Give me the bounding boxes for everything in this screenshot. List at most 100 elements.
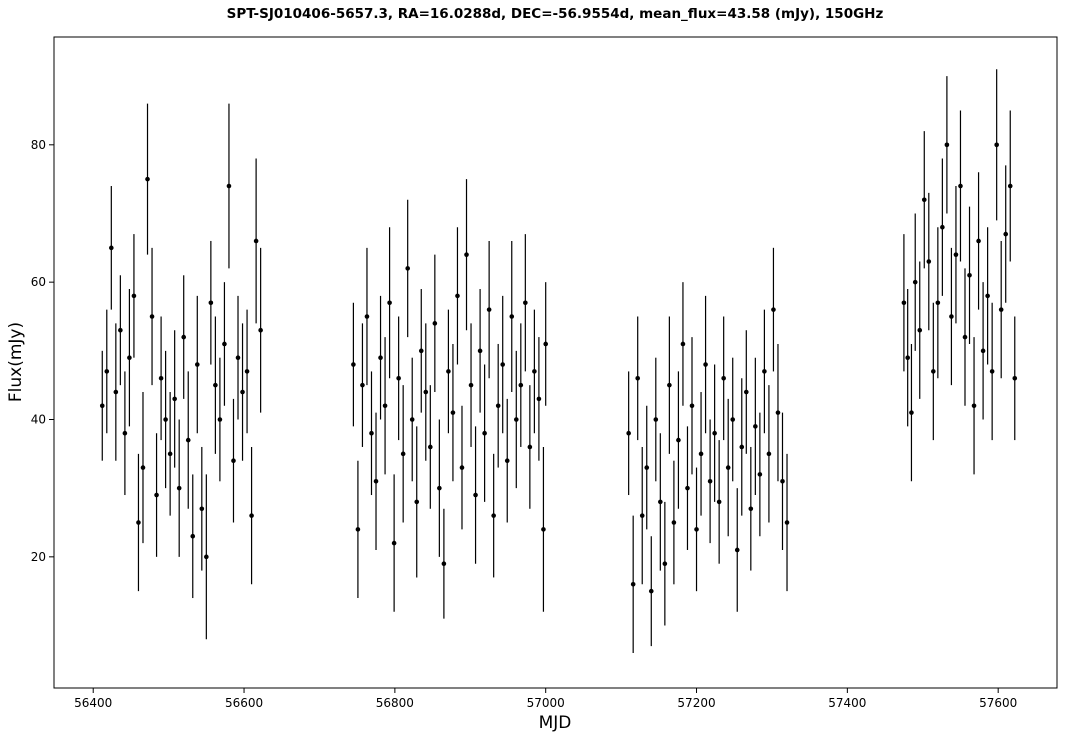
data-point bbox=[446, 369, 451, 374]
data-point bbox=[208, 300, 214, 306]
data-point bbox=[1007, 183, 1013, 189]
data-point bbox=[712, 430, 717, 436]
data-point bbox=[698, 451, 704, 457]
data-point bbox=[400, 451, 406, 457]
data-point bbox=[441, 561, 447, 567]
data-point bbox=[185, 437, 191, 443]
x-tick-label: 57000 bbox=[527, 696, 565, 710]
data-point bbox=[360, 382, 365, 388]
data-point bbox=[396, 375, 401, 381]
data-point bbox=[730, 417, 736, 422]
data-point bbox=[909, 410, 914, 415]
data-point bbox=[373, 479, 379, 484]
data-point bbox=[630, 582, 636, 587]
data-point bbox=[962, 334, 968, 340]
data-point bbox=[626, 430, 631, 436]
data-point bbox=[689, 403, 695, 409]
data-point bbox=[694, 527, 699, 532]
data-point bbox=[154, 492, 159, 498]
data-point bbox=[707, 479, 713, 484]
data-point bbox=[104, 369, 110, 374]
data-point bbox=[127, 355, 132, 360]
data-point bbox=[423, 389, 429, 395]
data-point bbox=[149, 314, 155, 319]
x-tick-label: 57400 bbox=[828, 696, 866, 710]
data-point bbox=[495, 403, 501, 409]
y-tick-label: 80 bbox=[31, 138, 46, 152]
data-point bbox=[905, 355, 910, 360]
data-point bbox=[658, 499, 663, 505]
data-point bbox=[662, 561, 668, 567]
data-point bbox=[953, 252, 959, 257]
data-point bbox=[118, 327, 123, 333]
data-point bbox=[725, 465, 731, 470]
data-point bbox=[784, 520, 790, 525]
data-point bbox=[958, 183, 963, 189]
data-point bbox=[989, 369, 995, 374]
data-point bbox=[976, 238, 981, 244]
x-tick-label: 57200 bbox=[677, 696, 715, 710]
y-tick-label: 40 bbox=[31, 412, 46, 426]
data-point bbox=[985, 293, 990, 299]
chart-title: SPT-SJ010406-5657.3, RA=16.0288d, DEC=-5… bbox=[227, 6, 884, 22]
data-point bbox=[253, 238, 259, 244]
data-point bbox=[194, 362, 200, 367]
data-point bbox=[199, 506, 205, 512]
data-point bbox=[158, 375, 164, 381]
x-tick-label: 57600 bbox=[979, 696, 1017, 710]
data-point bbox=[382, 403, 388, 409]
data-point bbox=[940, 224, 945, 230]
data-point bbox=[240, 389, 245, 395]
data-point bbox=[998, 307, 1004, 312]
data-point bbox=[459, 465, 465, 470]
data-point bbox=[482, 430, 487, 436]
data-point bbox=[716, 499, 722, 505]
data-point bbox=[437, 485, 442, 491]
data-point bbox=[226, 183, 232, 189]
data-point bbox=[949, 314, 954, 319]
data-point bbox=[703, 362, 708, 367]
data-point bbox=[464, 252, 469, 257]
data-point bbox=[518, 382, 524, 388]
data-point bbox=[491, 513, 496, 518]
data-point bbox=[935, 300, 941, 306]
data-point bbox=[418, 348, 424, 354]
data-point bbox=[753, 424, 758, 429]
data-point bbox=[163, 417, 168, 422]
data-point bbox=[926, 259, 932, 264]
data-point bbox=[766, 451, 772, 457]
data-point bbox=[450, 410, 456, 415]
data-point bbox=[113, 389, 119, 395]
data-point bbox=[775, 410, 781, 415]
data-point bbox=[190, 533, 196, 539]
data-point bbox=[639, 513, 645, 518]
data-point bbox=[513, 417, 519, 422]
data-point bbox=[680, 341, 686, 347]
data-point bbox=[249, 513, 254, 518]
data-point bbox=[980, 348, 986, 354]
data-point bbox=[204, 554, 209, 560]
data-point bbox=[405, 266, 410, 271]
data-point bbox=[387, 300, 392, 306]
data-point bbox=[757, 472, 763, 477]
data-point bbox=[473, 492, 478, 498]
data-point bbox=[409, 417, 415, 422]
y-tick-label: 20 bbox=[31, 550, 46, 564]
data-point bbox=[734, 547, 740, 553]
x-tick-label: 56400 bbox=[74, 696, 112, 710]
data-point bbox=[99, 403, 105, 409]
data-point bbox=[122, 430, 128, 436]
data-point bbox=[109, 245, 114, 251]
data-point bbox=[944, 142, 950, 148]
data-point bbox=[136, 520, 141, 525]
data-point bbox=[780, 479, 785, 484]
data-point bbox=[258, 327, 263, 333]
data-point bbox=[414, 499, 420, 505]
data-point bbox=[635, 375, 641, 381]
x-axis-label: MJD bbox=[539, 713, 572, 733]
data-point bbox=[244, 369, 250, 374]
x-tick-label: 56800 bbox=[376, 696, 414, 710]
data-point bbox=[685, 485, 690, 491]
data-point bbox=[140, 465, 146, 470]
